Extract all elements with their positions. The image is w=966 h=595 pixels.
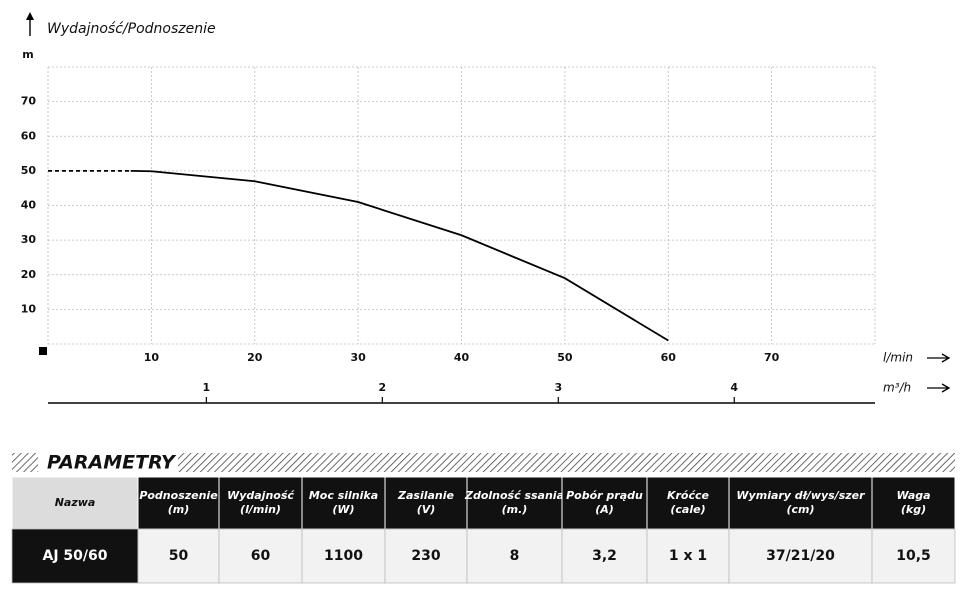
header-cell <box>646 476 730 530</box>
header-cell <box>871 476 956 530</box>
header-label: Pobór prądu <box>566 489 643 502</box>
y-tick-label: 40 <box>21 199 37 212</box>
cell <box>218 528 303 584</box>
cell-text: 1100 <box>324 548 363 564</box>
header-label: Zasilanie <box>397 489 455 502</box>
x2-tick-label: 2 <box>378 381 386 394</box>
cell-text: 60 <box>251 548 271 564</box>
header-label: (W) <box>332 503 354 516</box>
x-arrow <box>927 353 951 363</box>
cell-text: 10,5 <box>896 548 931 564</box>
curve <box>130 169 669 342</box>
x-tick-label: 40 <box>454 351 470 364</box>
header-label: (m.) <box>502 503 528 516</box>
header-cell <box>301 476 386 530</box>
x-tick-label: 50 <box>557 351 573 364</box>
header-cell <box>218 476 303 530</box>
cell <box>384 528 468 584</box>
cell <box>11 528 139 584</box>
cell-text: 37/21/20 <box>766 548 835 564</box>
header-label: (cale) <box>670 503 705 516</box>
header-label: (l/min) <box>240 503 281 516</box>
y-tick-label: 60 <box>21 129 37 142</box>
x-tick-label: 70 <box>764 351 780 364</box>
header-label: (A) <box>595 503 614 516</box>
cell <box>871 528 956 584</box>
y-tick-label: 30 <box>21 233 37 246</box>
chart-title: Wydajność/Podnoszenie <box>47 21 216 37</box>
cell-text: 230 <box>411 548 440 564</box>
cell <box>137 528 220 584</box>
header-label: Wydajność <box>227 489 295 502</box>
x2-axis-label: m³/h <box>883 381 911 395</box>
y-tick-label: 50 <box>21 164 37 177</box>
cell <box>728 528 873 584</box>
header-cell <box>561 476 648 530</box>
header-label: Króćce <box>667 489 710 502</box>
cell-text: AJ 50/60 <box>43 548 108 564</box>
header-label: Zdolność ssania <box>464 489 564 502</box>
header-label: Wymiary dł/wys/szer <box>736 489 865 502</box>
x-axis-label: l/min <box>883 351 913 365</box>
cell <box>301 528 386 584</box>
x2-tick-label: 1 <box>203 381 211 394</box>
header-label: Nazwa <box>55 496 96 509</box>
header-label: (V) <box>417 503 436 516</box>
y-arrow-head <box>26 12 34 20</box>
plot: 10 20 30 40 50 60 70 10 20 30 40 50 60 70 1 2 3 4 <box>21 66 876 404</box>
table: Nazwa Podnoszenie(m) Wydajność(l/min) Moc s… <box>11 476 956 584</box>
x-tick-label: 20 <box>247 351 263 364</box>
header-label: (cm) <box>786 503 814 516</box>
cell-text: 50 <box>169 548 189 564</box>
cell <box>561 528 648 584</box>
cell <box>646 528 730 584</box>
x-tick-label: 30 <box>350 351 366 364</box>
section-title: PARAMETRY <box>47 452 177 474</box>
header-label: Waga <box>896 489 930 502</box>
y-tick-label: 10 <box>21 302 37 315</box>
y-tick-label: 20 <box>21 268 37 281</box>
header-label: (kg) <box>901 503 926 516</box>
x2-tick-label: 3 <box>554 381 562 394</box>
header-label: Podnoszenie <box>139 489 218 502</box>
header-cell <box>11 476 139 530</box>
header-label: (m) <box>168 503 190 516</box>
hatch <box>12 453 38 472</box>
x2-tick-label: 4 <box>730 381 738 394</box>
origin-marker <box>39 347 47 355</box>
cell-text: 8 <box>510 548 520 564</box>
cell-text: 3,2 <box>592 548 617 564</box>
y-axis-label: m <box>22 48 33 61</box>
header-label: Moc silnika <box>309 489 378 502</box>
x2-arrow <box>927 383 951 393</box>
header-cell <box>728 476 873 530</box>
x-tick-label: 60 <box>661 351 677 364</box>
y-tick-label: 70 <box>21 95 37 108</box>
cell-text: 1 x 1 <box>669 548 707 564</box>
hatch <box>178 453 955 472</box>
x-tick-label: 10 <box>144 351 160 364</box>
